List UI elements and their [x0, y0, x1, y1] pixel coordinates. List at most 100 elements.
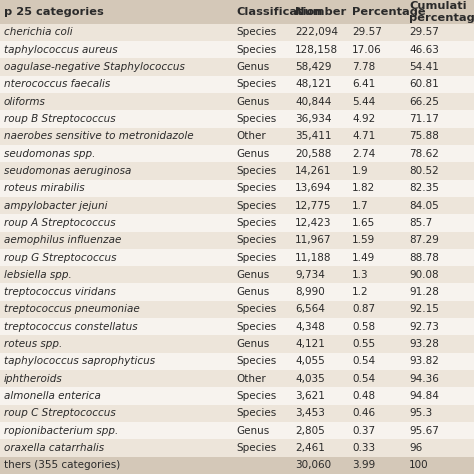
Text: 29.57: 29.57 — [352, 27, 382, 37]
Text: 60.81: 60.81 — [409, 79, 439, 89]
Bar — [0, 41, 474, 58]
Bar — [0, 58, 474, 76]
Text: almonella enterica: almonella enterica — [4, 391, 100, 401]
Text: Species: Species — [236, 304, 276, 314]
Text: cherichia coli: cherichia coli — [4, 27, 73, 37]
Text: 78.62: 78.62 — [409, 148, 439, 159]
Text: lebsiella spp.: lebsiella spp. — [4, 270, 72, 280]
Text: 128,158: 128,158 — [295, 45, 338, 55]
Text: 95.67: 95.67 — [409, 426, 439, 436]
Bar — [0, 214, 474, 231]
Text: Percentage: Percentage — [352, 7, 426, 17]
Text: roup C Streptococcus: roup C Streptococcus — [4, 409, 116, 419]
Text: oliforms: oliforms — [4, 97, 46, 107]
Text: Species: Species — [236, 356, 276, 366]
Text: 1.59: 1.59 — [352, 235, 375, 245]
Text: 2,461: 2,461 — [295, 443, 325, 453]
Bar — [0, 197, 474, 214]
Text: 12,423: 12,423 — [295, 218, 332, 228]
Bar — [0, 387, 474, 405]
Text: roteus mirabilis: roteus mirabilis — [4, 183, 84, 193]
Bar — [0, 283, 474, 301]
Text: 100: 100 — [409, 460, 428, 470]
Text: 30,060: 30,060 — [295, 460, 331, 470]
Text: iphtheroids: iphtheroids — [4, 374, 63, 384]
Text: seudomonas spp.: seudomonas spp. — [4, 148, 95, 159]
Text: Other: Other — [236, 131, 266, 141]
Text: 54.41: 54.41 — [409, 62, 439, 72]
Text: 11,967: 11,967 — [295, 235, 332, 245]
Text: roup B Streptococcus: roup B Streptococcus — [4, 114, 115, 124]
Bar — [0, 353, 474, 370]
Text: oraxella catarrhalis: oraxella catarrhalis — [4, 443, 104, 453]
Text: 90.08: 90.08 — [409, 270, 439, 280]
Text: 14,261: 14,261 — [295, 166, 332, 176]
Text: 1.7: 1.7 — [352, 201, 369, 210]
Text: 91.28: 91.28 — [409, 287, 439, 297]
Text: 92.73: 92.73 — [409, 322, 439, 332]
Text: Genus: Genus — [236, 287, 269, 297]
Text: roup G Streptococcus: roup G Streptococcus — [4, 253, 116, 263]
Text: 75.88: 75.88 — [409, 131, 439, 141]
Text: 0.33: 0.33 — [352, 443, 375, 453]
Text: 36,934: 36,934 — [295, 114, 332, 124]
Text: 4.92: 4.92 — [352, 114, 375, 124]
Text: Species: Species — [236, 79, 276, 89]
Bar — [0, 370, 474, 387]
Text: 1.2: 1.2 — [352, 287, 369, 297]
Text: 92.15: 92.15 — [409, 304, 439, 314]
Text: 95.3: 95.3 — [409, 409, 432, 419]
Text: taphylococcus saprophyticus: taphylococcus saprophyticus — [4, 356, 155, 366]
Text: Species: Species — [236, 218, 276, 228]
Text: thers (355 categories): thers (355 categories) — [4, 460, 120, 470]
Text: 4.71: 4.71 — [352, 131, 375, 141]
Text: treptococcus constellatus: treptococcus constellatus — [4, 322, 137, 332]
Text: 48,121: 48,121 — [295, 79, 332, 89]
Text: 0.55: 0.55 — [352, 339, 375, 349]
Bar — [0, 439, 474, 456]
Text: 1.65: 1.65 — [352, 218, 375, 228]
Text: 2,805: 2,805 — [295, 426, 325, 436]
Text: 6,564: 6,564 — [295, 304, 325, 314]
Bar — [0, 405, 474, 422]
Text: Cumulati
percentag: Cumulati percentag — [409, 1, 474, 23]
Text: ropionibacterium spp.: ropionibacterium spp. — [4, 426, 118, 436]
Text: 3,621: 3,621 — [295, 391, 325, 401]
Text: 80.52: 80.52 — [409, 166, 439, 176]
Bar — [0, 76, 474, 93]
Text: 85.7: 85.7 — [409, 218, 432, 228]
Bar — [0, 456, 474, 474]
Text: 0.87: 0.87 — [352, 304, 375, 314]
Text: 4,121: 4,121 — [295, 339, 325, 349]
Text: ampylobacter jejuni: ampylobacter jejuni — [4, 201, 107, 210]
Text: Genus: Genus — [236, 270, 269, 280]
Bar — [0, 24, 474, 41]
Text: Genus: Genus — [236, 62, 269, 72]
Text: 0.54: 0.54 — [352, 374, 375, 384]
Text: Species: Species — [236, 45, 276, 55]
Text: seudomonas aeruginosa: seudomonas aeruginosa — [4, 166, 131, 176]
Text: 58,429: 58,429 — [295, 62, 332, 72]
Text: 93.82: 93.82 — [409, 356, 439, 366]
Bar — [0, 266, 474, 283]
Text: roteus spp.: roteus spp. — [4, 339, 62, 349]
Text: naerobes sensitive to metronidazole: naerobes sensitive to metronidazole — [4, 131, 193, 141]
Text: 8,990: 8,990 — [295, 287, 325, 297]
Text: 40,844: 40,844 — [295, 97, 332, 107]
Text: 1.82: 1.82 — [352, 183, 375, 193]
Text: Species: Species — [236, 166, 276, 176]
Text: 88.78: 88.78 — [409, 253, 439, 263]
Text: Species: Species — [236, 409, 276, 419]
Text: Species: Species — [236, 443, 276, 453]
Text: 20,588: 20,588 — [295, 148, 332, 159]
Bar — [0, 301, 474, 318]
Text: 66.25: 66.25 — [409, 97, 439, 107]
Text: 94.84: 94.84 — [409, 391, 439, 401]
Text: 12,775: 12,775 — [295, 201, 332, 210]
Bar — [0, 249, 474, 266]
Text: Species: Species — [236, 322, 276, 332]
Text: Species: Species — [236, 201, 276, 210]
Text: 0.48: 0.48 — [352, 391, 375, 401]
Text: 87.29: 87.29 — [409, 235, 439, 245]
Text: 0.58: 0.58 — [352, 322, 375, 332]
